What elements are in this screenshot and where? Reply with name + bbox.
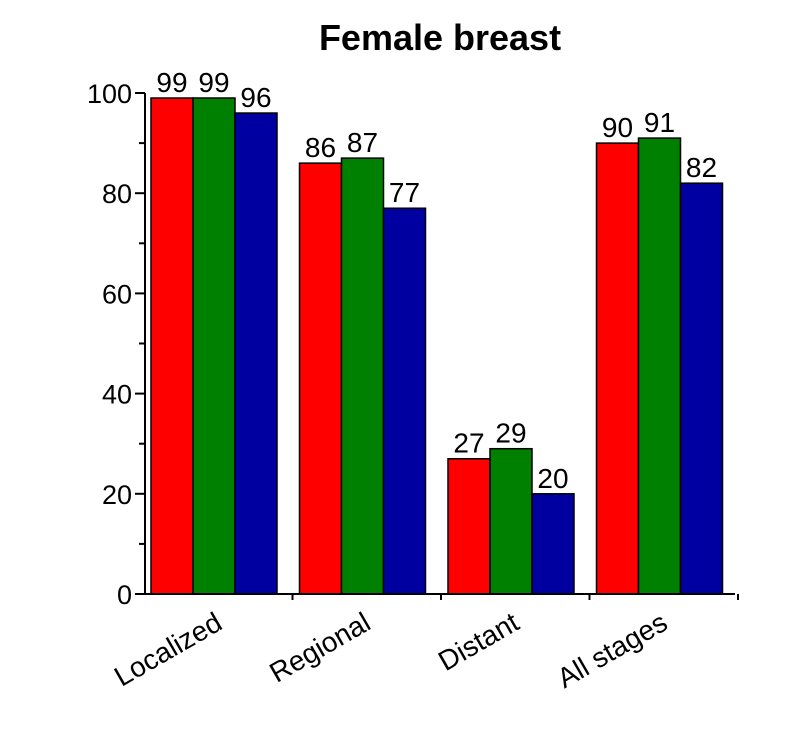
category-label-group: Localized Regional Distant All stages [109, 606, 672, 694]
value-label-group: 99 99 96 86 87 77 27 29 20 90 91 82 [156, 67, 717, 494]
bar-localized-series-2 [192, 97, 236, 595]
value-label: 99 [198, 67, 229, 98]
value-label: 87 [347, 127, 378, 158]
value-label: 91 [644, 107, 675, 138]
bar-distant-series-2 [489, 447, 533, 595]
x-category-label: Regional [264, 606, 375, 688]
bar-regional-series-1 [298, 162, 343, 595]
value-label: 99 [156, 67, 187, 98]
x-category-label: Localized [109, 606, 227, 692]
x-category-label: Distant [433, 606, 524, 677]
x-tick-group [291, 594, 739, 600]
chart-title: Female breast [319, 17, 561, 58]
value-label: 20 [537, 463, 568, 494]
y-tick-label: 100 [87, 79, 132, 109]
value-label: 29 [495, 418, 526, 449]
bar-regional-series-3 [382, 207, 427, 595]
bar-regional-series-2 [340, 157, 385, 595]
value-label: 86 [305, 132, 336, 163]
y-tick-label: 0 [117, 580, 132, 610]
y-tick-label: 20 [102, 480, 132, 510]
value-label: 27 [453, 428, 484, 459]
y-tick-group: 0 20 40 60 80 100 [87, 79, 145, 610]
x-category-label: All stages [552, 606, 673, 694]
bar-all-stages-series-3 [679, 182, 724, 595]
y-tick-label: 80 [102, 179, 132, 209]
bar-localized-series-3 [234, 112, 278, 595]
bar-all-stages-series-1 [595, 142, 640, 595]
bar-localized-series-1 [150, 97, 194, 595]
value-label: 96 [240, 82, 271, 113]
y-tick-label: 60 [102, 279, 132, 309]
value-label: 77 [389, 177, 420, 208]
bar-distant-series-3 [531, 493, 575, 595]
bar-group [150, 97, 724, 595]
bar-distant-series-1 [447, 457, 491, 595]
bar-all-stages-series-2 [637, 137, 682, 595]
value-label: 82 [686, 152, 717, 183]
value-label: 90 [602, 112, 633, 143]
y-tick-label: 40 [102, 380, 132, 410]
